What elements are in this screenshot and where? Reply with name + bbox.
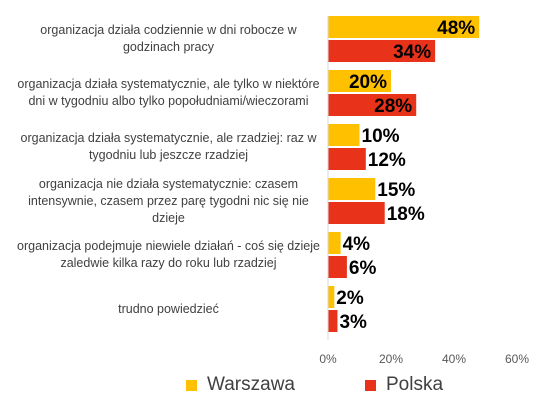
- category-label-3: organizacja działa systematycznie, ale r…: [20, 131, 317, 162]
- category-label-6: trudno powiedzieć: [118, 301, 219, 316]
- value-label-polska-3: 12%: [368, 150, 406, 171]
- value-label-polska-6: 3%: [339, 312, 367, 333]
- bar-warszawa-6: [328, 286, 335, 308]
- x-tick-labels-group: 0% 20% 40% 60%: [319, 352, 529, 366]
- bar-warszawa-1: [328, 16, 480, 38]
- legend-swatch-polska: [365, 379, 376, 391]
- value-label-polska-4: 18%: [387, 204, 425, 225]
- legend-item-warszawa: Warszawa: [186, 374, 295, 396]
- legend-label-warszawa: Warszawa: [207, 374, 295, 395]
- value-label-warszawa-2: 20%: [349, 72, 387, 93]
- bar-polska-1: [328, 40, 436, 62]
- category-label-4: organizacja nie działa systematycznie: c…: [28, 176, 309, 225]
- value-label-warszawa-3: 10%: [362, 126, 400, 147]
- category-label-1: organizacja działa codziennie w dni robo…: [40, 23, 297, 54]
- value-label-polska-5: 6%: [349, 258, 377, 279]
- legend-label-polska: Polska: [386, 374, 444, 395]
- bars-group: [328, 16, 480, 332]
- bar-polska-3: [328, 148, 366, 170]
- x-tick-label-2: 20%: [379, 352, 403, 366]
- value-label-warszawa-1: 48%: [437, 18, 475, 39]
- value-label-polska-2: 28%: [374, 96, 412, 117]
- value-labels-group: 48% 34% 20% 28% 10% 12% 15% 18% 4% 6% 2% 3%: [336, 18, 475, 333]
- value-label-warszawa-5: 4%: [343, 234, 371, 255]
- x-tick-label-4: 60%: [505, 352, 529, 366]
- bar-polska-5: [328, 256, 347, 278]
- x-tick-label-3: 40%: [442, 352, 466, 366]
- bar-warszawa-3: [328, 124, 360, 146]
- bar-warszawa-5: [328, 232, 341, 254]
- bar-warszawa-2: [328, 70, 391, 92]
- bar-polska-4: [328, 202, 385, 224]
- category-label-2: organizacja działa systematycznie, ale t…: [17, 77, 320, 108]
- bar-polska-6: [328, 310, 338, 332]
- legend-item-polska: Polska: [365, 374, 443, 396]
- value-label-polska-1: 34%: [393, 42, 431, 63]
- x-tick-label-1: 0%: [319, 352, 337, 366]
- value-label-warszawa-6: 2%: [336, 288, 364, 309]
- bar-polska-2: [328, 94, 417, 116]
- legend-swatch-warszawa: [186, 379, 197, 391]
- category-label-5: organizacja podejmuje niewiele działań -…: [17, 239, 320, 270]
- value-label-warszawa-4: 15%: [377, 180, 415, 201]
- bar-warszawa-4: [328, 178, 376, 200]
